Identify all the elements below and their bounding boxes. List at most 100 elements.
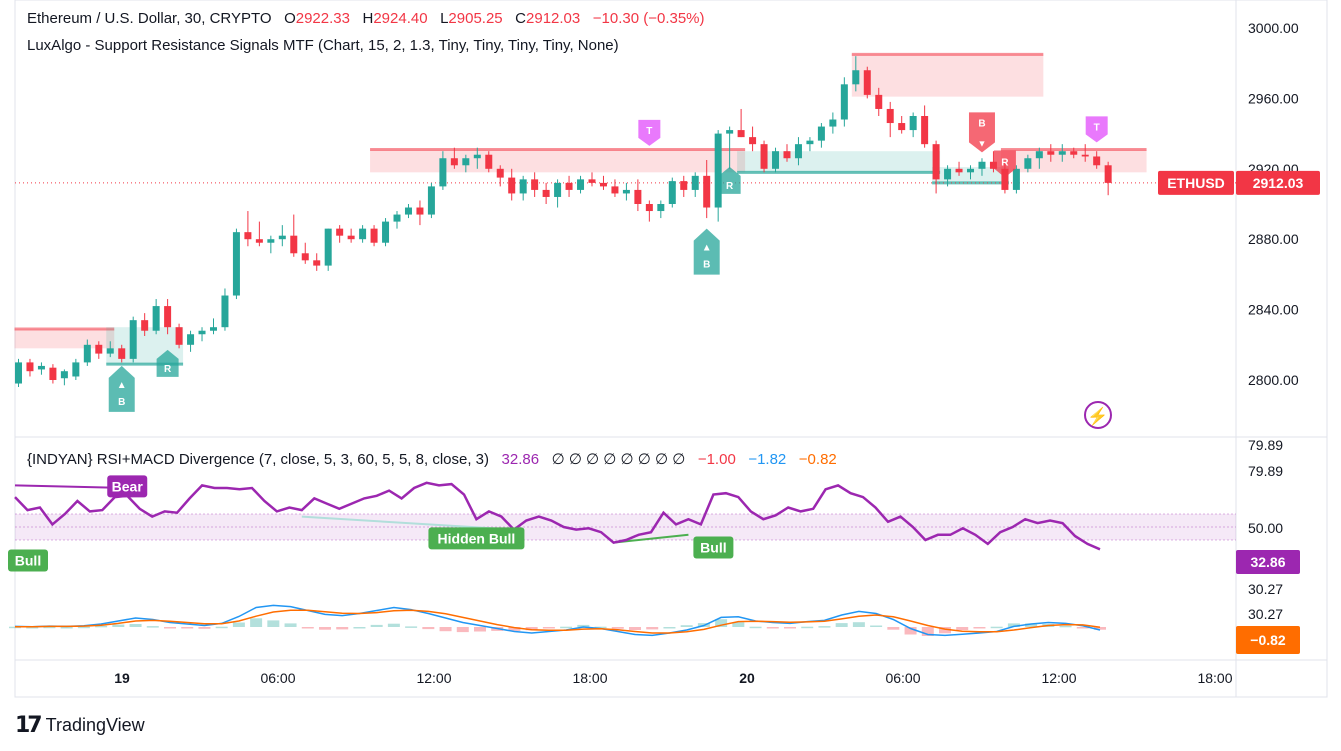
lightning-icon[interactable]: ⚡ [1084,401,1112,429]
signal-badge-r: R [993,150,1016,178]
rsi-band [15,514,1236,540]
resistance-zone [14,328,115,349]
macd-histogram-bar [629,627,641,630]
candle-body [554,182,562,197]
candle-body [599,182,607,187]
candle-body [1081,154,1089,157]
candle-body [416,207,424,215]
open-label: O [284,10,296,27]
macd-histogram-bar [284,623,297,627]
divergence-label-text: Bull [700,540,726,556]
macd-histogram-bar [60,627,73,629]
candle-body [955,168,963,173]
last-price-tag-label: 2912.03 [1253,175,1304,191]
macd-histogram-bar [973,627,986,629]
candle-body [668,181,676,204]
signal-badge-t: T [1085,116,1108,143]
indicator-name: {INDYAN} RSI+MACD Divergence (7, close, … [27,451,490,468]
candle-body [1104,165,1112,183]
candle-body [244,232,252,240]
candle-body [989,161,997,169]
candle-body [267,239,275,243]
candle-body [60,371,68,379]
signal-line [15,609,1101,634]
rsi-tick-label: 30.27 [1248,581,1283,597]
macd-histogram-bar [560,626,573,629]
macd-histogram-bar [405,626,418,628]
macd-histogram-bar [732,622,745,627]
candle-body [382,221,390,243]
macd-histogram-bar [77,626,90,629]
macd-histogram-bar [646,627,659,630]
candle-body [1093,156,1101,166]
candle-body [726,130,734,134]
histogram-value: −0.82 [798,451,837,468]
symbol-header: Ethereum / U.S. Dollar, 30, CRYPTO O2922… [27,10,705,27]
indicator-legend-rsi-macd[interactable]: {INDYAN} RSI+MACD Divergence (7, close, … [27,450,837,468]
candle-body [152,306,160,331]
candle-body [278,235,286,240]
brand-footer[interactable]: 17 TradingView [15,713,145,738]
price-tick-label: 2840.00 [1248,302,1299,318]
candle-body [370,228,378,243]
candle-body [1024,158,1032,169]
candle-body [106,348,114,354]
candle-body [347,235,355,240]
change-value: −10.30 (−0.35%) [592,10,705,27]
macd-histogram-bar [594,626,607,629]
signal-label: R [726,181,734,192]
macd-histogram-bar [870,625,883,627]
symbol-title[interactable]: Ethereum / U.S. Dollar, 30, CRYPTO [27,10,272,27]
candle-body [187,334,195,345]
candle-body [967,168,975,173]
divergence-label-bg [107,475,148,498]
macd-histogram-bar [43,626,56,629]
rsi-tick-label: 79.89 [1248,463,1283,479]
candle-body [760,144,768,169]
high-label: H [362,10,374,27]
macd-histogram-bar [422,627,435,630]
candle-body [72,362,80,377]
candle-body [129,320,137,359]
candle-body [1012,168,1020,190]
candle-body [141,320,149,331]
macd-histogram-bar [818,626,831,628]
macd-histogram-bar [904,627,917,635]
signal-label: B [118,397,125,408]
rsi-tag-bg [1236,550,1300,574]
candle-body [508,177,516,194]
candle-body [531,179,539,190]
macd-histogram-bar [95,625,108,628]
signal-badge-b: ▲B [108,365,135,412]
up-arrow-icon: ▲ [702,243,712,254]
candle-body [1047,151,1055,155]
macd-histogram-bar [990,626,1003,629]
candle-body [691,175,699,190]
candle-body [542,189,550,197]
candle-body [840,84,848,120]
rsi-value: 32.86 [501,451,540,468]
macd-histogram-bar [801,626,814,629]
signal-label: R [1001,158,1009,169]
candle-body [875,94,883,109]
close-value: 2912.03 [526,10,581,27]
signal-badge-r: R [718,166,741,194]
sell-signal-shape [968,112,995,153]
macd-histogram-bar [542,627,555,629]
last-price-tag-bg [1236,170,1320,195]
buy-signal-shape [108,365,135,412]
brand-name: TradingView [45,715,145,735]
macd-histogram-bar [129,624,142,627]
candle-body [863,70,871,95]
macd-histogram-bar [508,627,521,631]
macd-histogram-bar [715,619,728,627]
indicator-legend-luxalgo[interactable]: LuxAlgo - Support Resistance Signals MTF… [27,37,619,54]
tradingview-logo-icon: 17 [15,713,43,738]
divergence-label-bg [428,527,525,550]
macd-histogram-bar [456,627,469,633]
candle-body [657,204,665,212]
price-tick-label: 2800.00 [1248,372,1299,388]
candle-body [49,367,57,380]
macd-histogram-bar [784,627,796,629]
